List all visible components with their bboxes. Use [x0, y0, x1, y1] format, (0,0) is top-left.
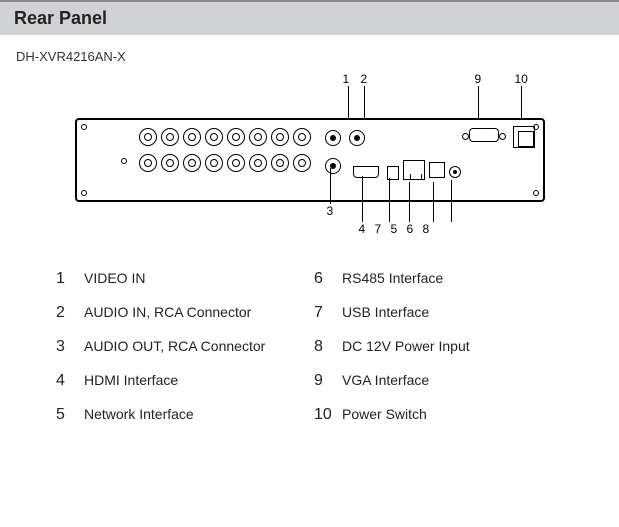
legend-label: HDMI Interface [84, 372, 314, 388]
audio-in-rca [349, 130, 365, 146]
legend-num: 1 [56, 270, 84, 288]
callout-3: 3 [327, 204, 334, 218]
legend-label: Power Switch [342, 406, 542, 422]
ethernet-port [403, 160, 425, 180]
chassis-outline [75, 118, 545, 202]
legend-num: 10 [314, 406, 342, 424]
callout-5: 5 [391, 222, 398, 236]
bnc-video-inputs [139, 128, 313, 174]
legend-num: 9 [314, 372, 342, 390]
legend-label: DC 12V Power Input [342, 338, 542, 354]
legend-num: 5 [56, 406, 84, 424]
hdmi-port [353, 166, 379, 178]
section-header: Rear Panel [0, 0, 619, 35]
vga-port [469, 128, 499, 142]
power-switch [513, 126, 535, 148]
legend-label: Network Interface [84, 406, 314, 422]
audio-out-rca [325, 158, 341, 174]
callout-8: 8 [423, 222, 430, 236]
callout-4: 4 [359, 222, 366, 236]
legend-num: 6 [314, 270, 342, 288]
legend-label: RS485 Interface [342, 270, 542, 286]
legend-label: AUDIO OUT, RCA Connector [84, 338, 314, 354]
legend-num: 4 [56, 372, 84, 390]
callout-6: 6 [407, 222, 414, 236]
section-title: Rear Panel [14, 8, 605, 29]
legend-label: VIDEO IN [84, 270, 314, 286]
legend-label: USB Interface [342, 304, 542, 320]
rear-panel-diagram: 1 2 9 10 3 4 7 5 6 8 [75, 72, 545, 252]
dc-power-jack [449, 166, 461, 178]
callout-9: 9 [475, 72, 482, 86]
video-in-single [325, 130, 341, 146]
model-number: DH-XVR4216AN-X [0, 35, 619, 72]
legend-num: 8 [314, 338, 342, 356]
callout-10: 10 [515, 72, 528, 86]
legend-num: 2 [56, 304, 84, 322]
legend-label: AUDIO IN, RCA Connector [84, 304, 314, 320]
legend-table: 1 VIDEO IN 6 RS485 Interface 2 AUDIO IN,… [0, 270, 619, 424]
legend-label: VGA Interface [342, 372, 542, 388]
callout-2: 2 [361, 72, 368, 86]
legend-num: 7 [314, 304, 342, 322]
rs485-terminal [429, 162, 445, 178]
legend-num: 3 [56, 338, 84, 356]
callout-1: 1 [343, 72, 350, 86]
callout-7: 7 [375, 222, 382, 236]
